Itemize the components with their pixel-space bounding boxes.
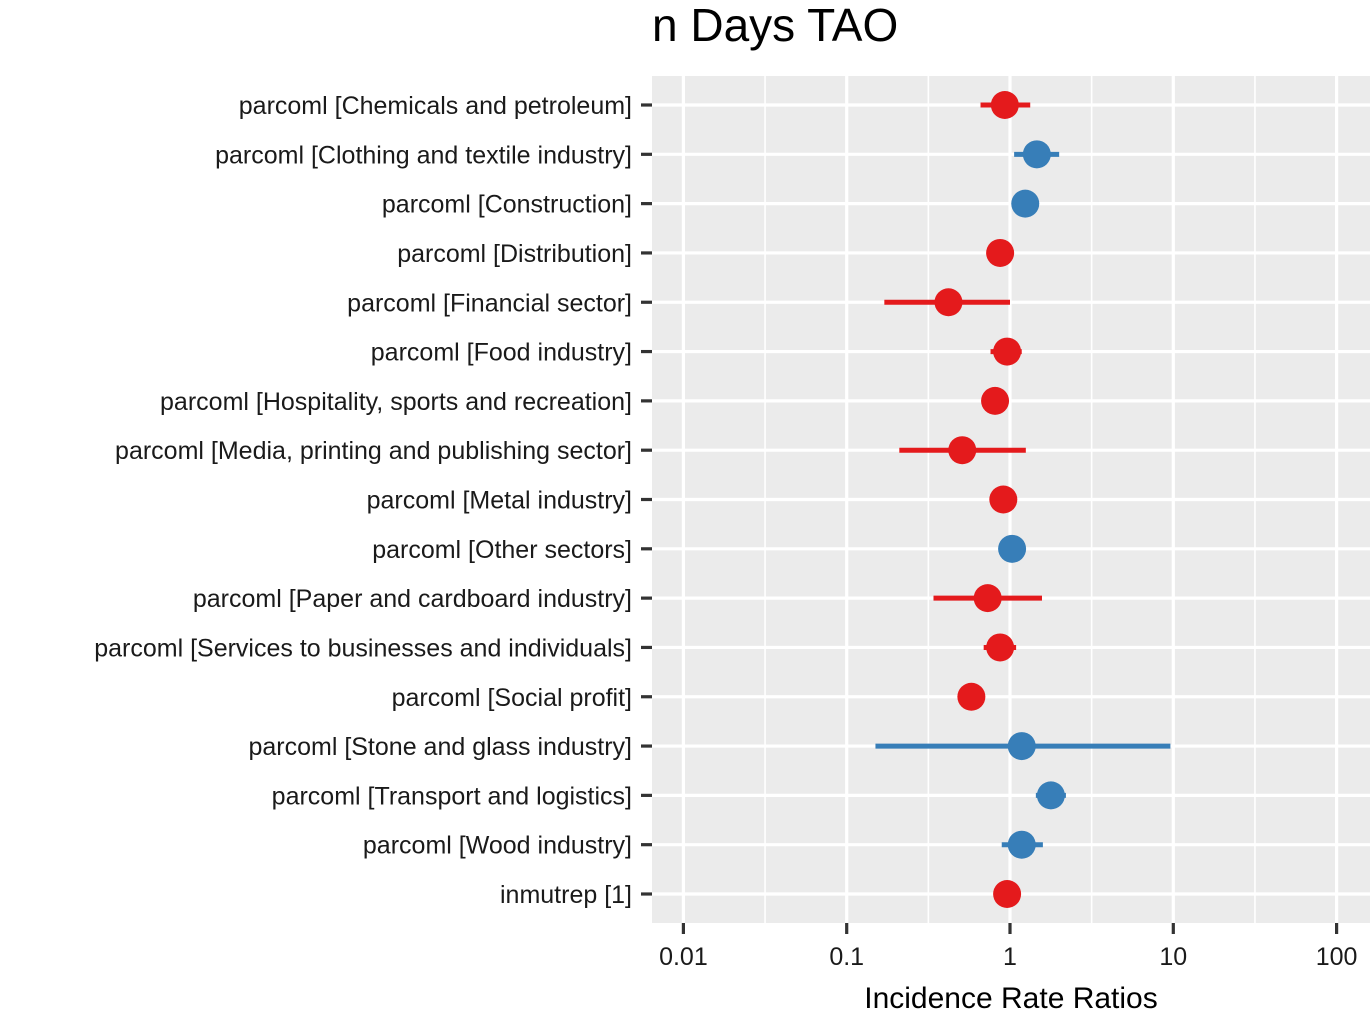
estimate-point	[1007, 732, 1036, 761]
estimate-point	[973, 584, 1002, 613]
y-tick-label: parcoml [Media, printing and publishing …	[115, 437, 632, 465]
y-tick-label: parcoml [Distribution]	[397, 240, 632, 268]
chart-title: n Days TAO	[652, 0, 898, 51]
y-tick-label: parcoml [Transport and logistics]	[272, 782, 632, 810]
x-tick-label: 1	[1003, 943, 1017, 971]
x-tick-label: 0.1	[829, 943, 864, 971]
estimate-point	[957, 682, 986, 711]
y-axis: parcoml [Chemicals and petroleum] parcoml…	[94, 92, 652, 909]
estimate-point	[986, 238, 1015, 267]
y-tick-label: parcoml [Wood industry]	[363, 832, 632, 860]
estimate-point	[981, 386, 1010, 415]
estimate-point	[998, 534, 1027, 563]
estimate-point	[993, 880, 1022, 908]
y-tick-label: parcoml [Stone and glass industry]	[248, 733, 632, 761]
y-tick-label: parcoml [Other sectors]	[372, 536, 632, 564]
x-tick-label: 0.01	[659, 943, 708, 971]
x-tick-label: 100	[1316, 943, 1358, 971]
x-tick-label: 10	[1159, 943, 1187, 971]
y-tick-label: parcoml [Financial sector]	[347, 289, 632, 317]
estimate-point	[990, 91, 1019, 119]
estimate-point	[1011, 189, 1040, 218]
y-tick-label: parcoml [Chemicals and petroleum]	[239, 92, 632, 120]
y-tick-label: parcoml [Metal industry]	[367, 487, 632, 515]
estimate-point	[989, 485, 1018, 514]
x-axis: 0.01 0.1 1 10 100	[659, 923, 1357, 971]
estimate-point	[1022, 140, 1051, 169]
estimate-point	[993, 337, 1022, 366]
y-tick-label: parcoml [Construction]	[382, 191, 632, 219]
y-tick-label: parcoml [Food industry]	[371, 339, 632, 367]
estimate-point	[948, 436, 977, 465]
estimate-point	[1007, 830, 1036, 859]
y-tick-label: parcoml [Paper and cardboard industry]	[193, 585, 632, 613]
y-tick-label: parcoml [Clothing and textile industry]	[215, 141, 632, 169]
x-axis-title: Incidence Rate Ratios	[864, 982, 1158, 1009]
estimate-point	[934, 288, 963, 317]
estimate-point	[1036, 781, 1065, 810]
y-tick-label: parcoml [Services to businesses and indi…	[94, 634, 632, 662]
estimate-point	[986, 633, 1015, 662]
y-tick-label: parcoml [Social profit]	[392, 684, 632, 712]
y-tick-label: parcoml [Hospitality, sports and recreat…	[160, 388, 632, 416]
y-tick-label: inmutrep [1]	[500, 881, 632, 909]
data-marks	[875, 91, 1171, 908]
